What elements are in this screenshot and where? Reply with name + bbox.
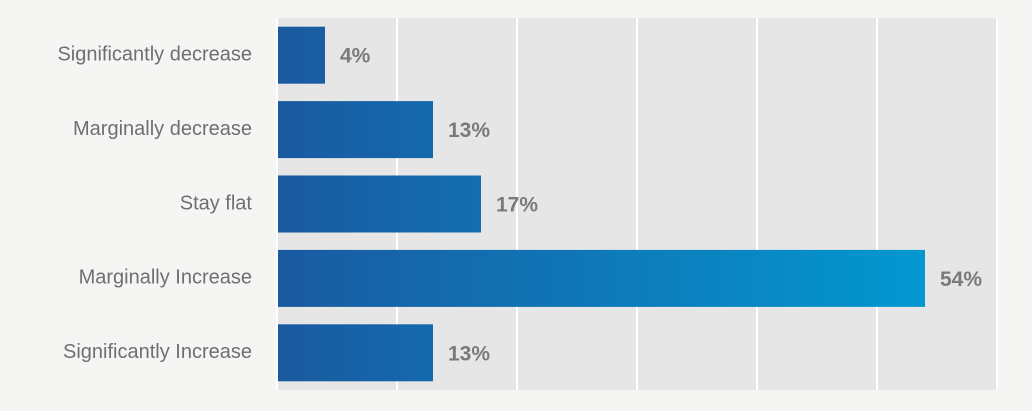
category-label-0: Significantly decrease: [57, 43, 252, 65]
category-label-2: Stay flat: [180, 192, 253, 214]
bar-4: [277, 324, 433, 382]
value-label-3: 54%: [940, 268, 982, 291]
bars: [277, 26, 925, 382]
bar-0: [277, 26, 325, 84]
category-label-3: Marginally Increase: [79, 267, 252, 289]
value-label-4: 13%: [448, 342, 490, 365]
value-labels: 4% 13% 17% 54% 13%: [340, 45, 982, 366]
value-label-0: 4%: [340, 45, 371, 68]
category-labels: Significantly decrease Marginally decreas…: [57, 43, 252, 363]
bar-3: [277, 249, 925, 307]
value-label-1: 13%: [448, 119, 490, 142]
bar-2: [277, 175, 481, 233]
gridlines: [396, 18, 998, 390]
value-label-2: 17%: [496, 194, 538, 217]
category-label-4: Significantly Increase: [63, 341, 252, 363]
category-label-1: Marginally decrease: [73, 118, 252, 140]
bar-1: [277, 101, 433, 159]
